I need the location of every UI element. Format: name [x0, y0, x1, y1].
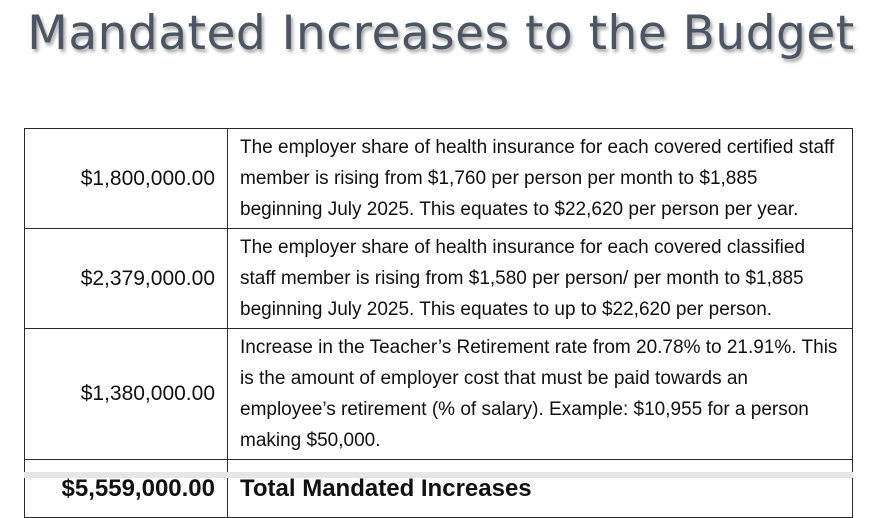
- total-label: Total Mandated Increases: [227, 459, 853, 518]
- description-cell: The employer share of health insurance f…: [227, 128, 853, 229]
- bottom-shadow-divider: [24, 472, 853, 478]
- table-row: $2,379,000.00 The employer share of heal…: [24, 228, 853, 329]
- amount-cell: $2,379,000.00: [24, 228, 228, 329]
- page-title: Mandated Increases to the Budget: [27, 6, 855, 61]
- budget-table: $1,800,000.00 The employer share of heal…: [24, 128, 853, 518]
- total-amount: $5,559,000.00: [24, 459, 228, 518]
- table-row: $1,380,000.00 Increase in the Teacher’s …: [24, 328, 853, 460]
- description-cell: The employer share of health insurance f…: [227, 228, 853, 329]
- description-cell: Increase in the Teacher’s Retirement rat…: [227, 328, 853, 460]
- total-row: $5,559,000.00 Total Mandated Increases: [24, 459, 853, 518]
- table-row: $1,800,000.00 The employer share of heal…: [24, 128, 853, 229]
- amount-cell: $1,800,000.00: [24, 128, 228, 229]
- amount-cell: $1,380,000.00: [24, 328, 228, 460]
